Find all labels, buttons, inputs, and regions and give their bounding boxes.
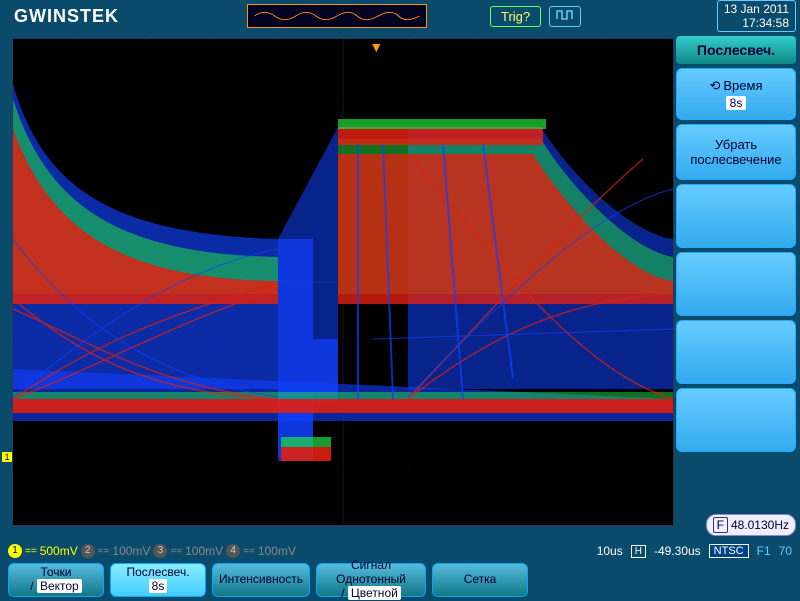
ch4-badge: 4 <box>226 544 240 558</box>
ch3-scale: 100mV <box>185 544 223 558</box>
vector-label: Вектор <box>37 579 82 593</box>
ch3-info: 3 == 100mV <box>153 544 223 558</box>
scope-area: ▼ <box>0 32 676 542</box>
waveform-persistence <box>13 39 673 525</box>
datetime-display: 13 Jan 2011 17:34:58 <box>717 0 796 32</box>
ch2-coupling-icon: == <box>98 546 110 557</box>
persist-label: Послесвеч. <box>117 566 199 580</box>
grid-label: Сетка <box>439 573 521 587</box>
ch2-scale: 100mV <box>112 544 150 558</box>
timebase-position: -49.30us <box>654 544 701 558</box>
freq-f-icon: F <box>713 517 728 533</box>
empty-slot-3[interactable] <box>676 320 796 384</box>
ch4-info: 4 == 100mV <box>226 544 296 558</box>
video-standard-badge: NTSC <box>709 544 749 558</box>
ch2-badge: 2 <box>81 544 95 558</box>
frequency-readout: F48.0130Hz <box>706 514 796 536</box>
ch3-coupling-icon: == <box>170 546 182 557</box>
panel-title: Послесвеч. <box>676 36 796 64</box>
waveform-color-button[interactable]: Сигнал Однотонный / Цветной <box>316 563 426 597</box>
timebase-div: 10us <box>597 544 623 558</box>
mono-label: Однотонный <box>336 572 406 586</box>
ch4-scale: 100mV <box>258 544 296 558</box>
right-panel: Послесвеч. ⟲Время 8s Убрать послесвечени… <box>676 32 800 542</box>
bottom-menu: Точки / Вектор Послесвеч. 8s Интенсивнос… <box>0 560 800 600</box>
empty-slot-2[interactable] <box>676 252 796 316</box>
signal-label: Сигнал <box>323 559 419 573</box>
dots-label: Точки <box>15 566 97 580</box>
scope-canvas: ▼ <box>12 38 674 526</box>
dots-vector-button[interactable]: Точки / Вектор <box>8 563 104 597</box>
ch1-ground-marker: 1 <box>2 452 12 462</box>
brand-logo: GWINSTEK <box>4 6 119 27</box>
h-pos-icon: H <box>631 545 646 558</box>
intensity-label: Интенсивность <box>219 573 303 587</box>
trigger-status[interactable]: Trig? <box>490 6 541 27</box>
run-mode-icon[interactable] <box>549 6 581 27</box>
grid-button[interactable]: Сетка <box>432 563 528 597</box>
intensity-button[interactable]: Интенсивность <box>212 563 310 597</box>
ch1-badge: 1 <box>8 544 22 558</box>
ch1-coupling-icon: == <box>25 546 37 557</box>
clear-label-1: Убрать <box>681 137 791 152</box>
ch2-info: 2 == 100mV <box>81 544 151 558</box>
persist-value: 8s <box>149 579 168 593</box>
date-text: 13 Jan 2011 <box>724 2 789 16</box>
ch1-scale: 500mV <box>40 544 78 558</box>
ch1-info: 1 == 500mV <box>8 544 78 558</box>
color-label: Цветной <box>348 586 401 600</box>
ch4-coupling-icon: == <box>243 546 255 557</box>
empty-slot-1[interactable] <box>676 184 796 248</box>
time-label: Время <box>723 78 762 93</box>
empty-slot-4[interactable] <box>676 388 796 452</box>
video-f-label: F1 <box>757 544 771 558</box>
ch3-badge: 3 <box>153 544 167 558</box>
clear-label-2: послесвечение <box>681 152 791 167</box>
waveform-preview <box>247 4 427 28</box>
time-text: 17:34:58 <box>724 16 789 30</box>
channel-info-row: 1 == 500mV 2 == 100mV 3 == 100mV 4 == 10… <box>0 542 800 560</box>
refresh-icon: ⟲ <box>709 78 720 94</box>
persistence-time-button[interactable]: ⟲Время 8s <box>676 68 796 120</box>
video-f-value: 70 <box>779 544 792 558</box>
frequency-value: 48.0130Hz <box>731 518 789 532</box>
persistence-menu-button[interactable]: Послесвеч. 8s <box>110 563 206 597</box>
clear-persistence-button[interactable]: Убрать послесвечение <box>676 124 796 180</box>
time-value: 8s <box>726 96 747 110</box>
